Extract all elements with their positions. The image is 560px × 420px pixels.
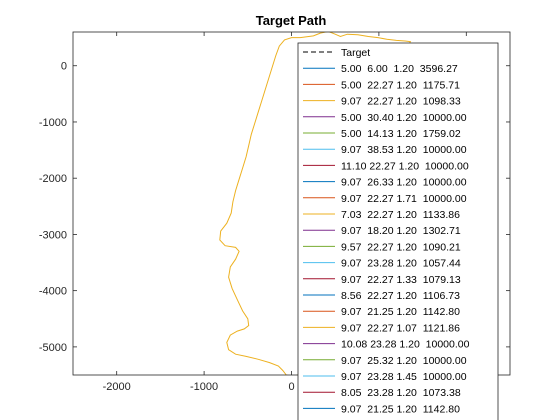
- legend-entry-label: 9.07 21.25 1.20 1142.80: [341, 403, 460, 415]
- y-tick-label: 0: [61, 61, 67, 73]
- legend-box: [297, 42, 499, 420]
- y-tick-label: -4000: [39, 286, 67, 298]
- legend-entry-label: 9.07 22.27 1.20 1098.33: [341, 96, 461, 108]
- legend-entry-label: 9.07 18.20 1.20 1302.71: [341, 225, 461, 237]
- legend-entry-label: 7.03 22.27 1.20 1133.86: [341, 209, 460, 221]
- legend-entry-label: 9.07 23.28 1.20 1057.44: [341, 258, 461, 270]
- y-tick-label: -5000: [39, 342, 67, 354]
- legend-entry-label: 9.07 21.25 1.20 1142.80: [341, 306, 460, 318]
- y-tick-label: -2000: [39, 173, 67, 185]
- x-tick-label: 0: [288, 381, 294, 393]
- legend-entry-label: 9.07 23.28 1.45 10000.00: [341, 371, 467, 383]
- legend: Target 5.00 6.00 1.20 3596.27 5.00 22.27 1…: [297, 42, 499, 420]
- legend-entry-label: 9.07 22.27 1.71 10000.00: [341, 193, 467, 205]
- legend-entry-label: 9.07 22.27 1.33 1079.13: [341, 274, 461, 286]
- legend-entry-label: 9.57 22.27 1.20 1090.21: [341, 241, 461, 253]
- legend-entry-label: 5.00 14.13 1.20 1759.02: [341, 128, 461, 140]
- legend-entry-label: Target: [341, 47, 370, 59]
- legend-entry-label: 8.56 22.27 1.20 1106.73: [341, 290, 460, 302]
- legend-entry-label: 10.08 23.28 1.20 10000.00: [341, 339, 470, 351]
- y-tick-label: -3000: [39, 229, 67, 241]
- legend-entry-label: 9.07 25.32 1.20 10000.00: [341, 355, 467, 367]
- chart-title: Target Path: [256, 13, 327, 28]
- legend-entry-label: 5.00 6.00 1.20 3596.27: [341, 63, 458, 75]
- legend-entry-label: 5.00 30.40 1.20 10000.00: [341, 112, 467, 124]
- legend-entry-label: 8.05 23.28 1.20 1073.38: [341, 387, 461, 399]
- legend-entry-label: 9.07 38.53 1.20 10000.00: [341, 144, 467, 156]
- legend-entry-label: 5.00 22.27 1.20 1175.71: [341, 79, 460, 91]
- x-tick-label: -2000: [103, 381, 131, 393]
- legend-entry-label: 11.10 22.27 1.20 10000.00: [341, 160, 469, 172]
- legend-entry-label: 9.07 22.27 1.07 1121.86: [341, 322, 460, 334]
- y-tick-label: -1000: [39, 117, 67, 129]
- legend-entry-label: 9.07 26.33 1.20 10000.00: [341, 177, 467, 189]
- x-tick-label: -1000: [190, 381, 218, 393]
